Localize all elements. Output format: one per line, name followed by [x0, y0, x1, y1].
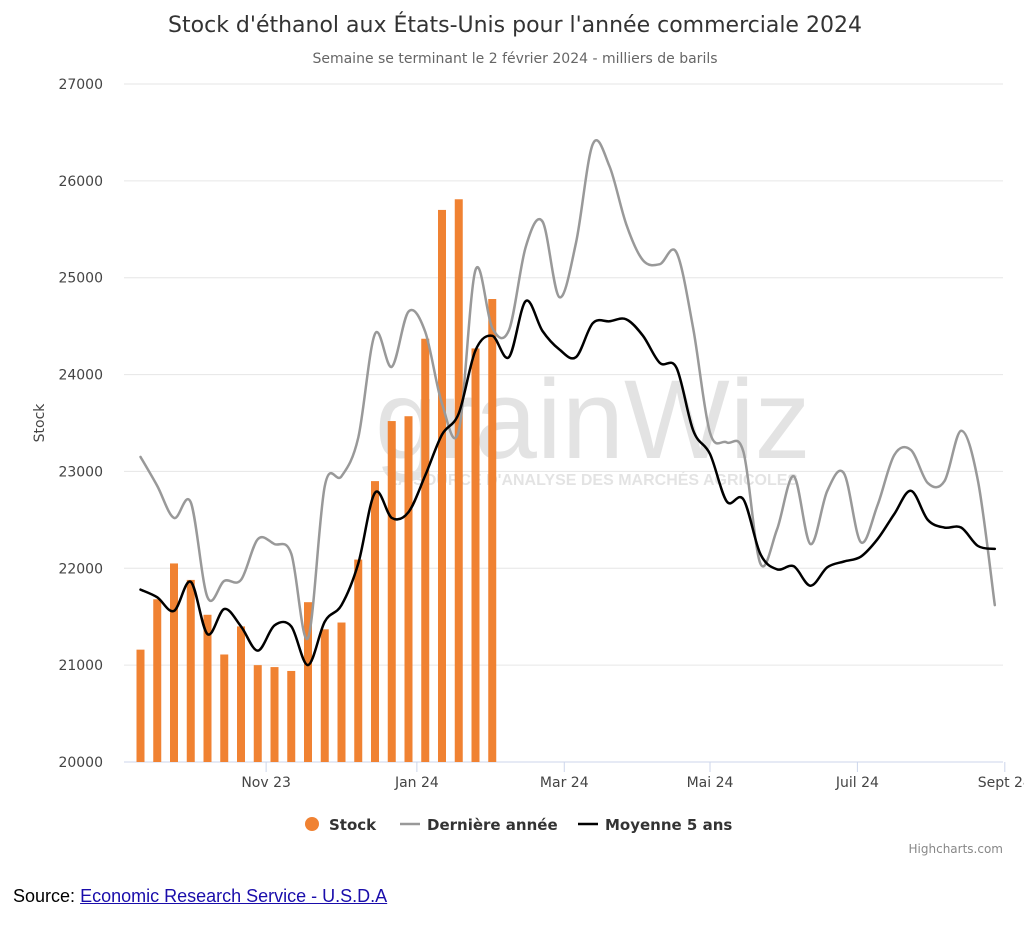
y-tick-label: 25000: [58, 271, 103, 287]
stock-bar[interactable]: [471, 348, 480, 762]
stock-bar[interactable]: [287, 670, 296, 762]
stock-bar[interactable]: [488, 299, 497, 762]
legend-stock-symbol: [305, 817, 319, 831]
credits-link[interactable]: Highcharts.com: [909, 842, 1003, 856]
source-label: Source:: [13, 886, 76, 906]
y-tick-label: 23000: [58, 464, 103, 480]
stock-bar[interactable]: [153, 599, 162, 762]
stock-bar[interactable]: [304, 602, 312, 762]
last-year-line[interactable]: [139, 139, 997, 641]
y-tick-label: 20000: [58, 755, 103, 771]
source-link[interactable]: Economic Research Service - U.S.D.A: [80, 886, 388, 906]
stock-bars[interactable]: [136, 199, 497, 762]
y-tick-label: 26000: [58, 174, 103, 190]
x-tick-label: Sept 24: [978, 775, 1024, 791]
stock-bar[interactable]: [371, 481, 379, 762]
stock-bar[interactable]: [220, 654, 229, 762]
y-tick-label: 27000: [58, 77, 103, 93]
stock-bar[interactable]: [438, 209, 446, 762]
chart-svg: grainWiz LA SOURCE D'ANALYSE DES MARCHÉS…: [32, 12, 1024, 856]
stock-bar[interactable]: [170, 563, 178, 762]
watermark-tagline: LA SOURCE D'ANALYSE DES MARCHÉS AGRICOLE…: [388, 470, 798, 489]
legend-last-year-label: Dernière année: [427, 816, 558, 834]
y-tick-label: 22000: [58, 561, 103, 577]
stock-bar[interactable]: [237, 626, 245, 762]
legend-stock-label: Stock: [329, 816, 377, 834]
x-tick-label: Juil 24: [835, 775, 879, 791]
y-tick-label: 21000: [58, 658, 103, 674]
chart-container: grainWiz LA SOURCE D'ANALYSE DES MARCHÉS…: [32, 12, 1024, 856]
stock-bar[interactable]: [253, 665, 262, 762]
y-tick-label: 24000: [58, 368, 103, 384]
legend-item-stock[interactable]: Stock: [305, 816, 377, 834]
x-tick-label: Mar 24: [540, 775, 589, 791]
stock-bar[interactable]: [421, 338, 430, 762]
legend-5yr-avg-label: Moyenne 5 ans: [605, 816, 732, 834]
y-axis-title: Stock: [32, 403, 48, 443]
stock-bar[interactable]: [186, 579, 195, 762]
source-line: Source: Economic Research Service - U.S.…: [13, 886, 387, 907]
stock-bar[interactable]: [454, 199, 463, 762]
legend-item-5yr-avg[interactable]: Moyenne 5 ans: [578, 816, 732, 834]
x-axis: Nov 23 Jan 24 Mar 24 Mai 24 Juil 24 Sept 24: [124, 761, 1024, 791]
legend: Stock Dernière année Moyenne 5 ans: [305, 816, 732, 834]
stock-bar[interactable]: [270, 667, 279, 762]
x-tick-label: Mai 24: [687, 775, 734, 791]
five-year-average-line[interactable]: [139, 299, 997, 667]
stock-bar[interactable]: [354, 559, 363, 762]
stock-bar[interactable]: [136, 649, 145, 762]
stock-bar[interactable]: [387, 421, 396, 762]
legend-item-last-year[interactable]: Dernière année: [400, 816, 558, 834]
stock-bar[interactable]: [337, 622, 346, 762]
stock-bar[interactable]: [320, 629, 329, 762]
y-axis-ticks: 20000 21000 22000 23000 24000 25000 26000 27000: [58, 77, 103, 771]
x-tick-label: Jan 24: [394, 775, 439, 791]
stock-bar[interactable]: [203, 614, 212, 762]
chart-title: Stock d'éthanol aux États-Unis pour l'an…: [168, 12, 862, 38]
series-lines[interactable]: [139, 139, 997, 667]
chart-subtitle: Semaine se terminant le 2 février 2024 -…: [312, 51, 717, 67]
stock-bar[interactable]: [404, 416, 413, 762]
x-tick-label: Nov 23: [241, 775, 291, 791]
